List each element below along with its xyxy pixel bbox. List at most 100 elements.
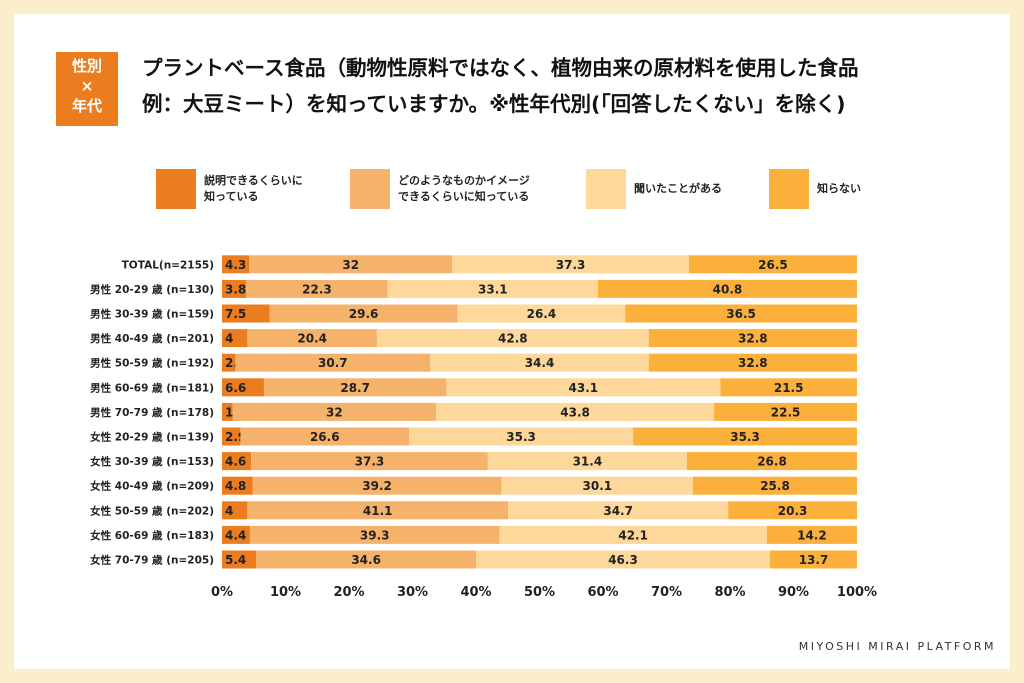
data-label: 4.3: [225, 258, 246, 272]
data-label: 30.1: [583, 479, 613, 493]
bar-segment: [457, 304, 626, 323]
data-label: 5.4: [225, 553, 246, 567]
category-label: 女性 50-59 歳 (n=202): [90, 504, 214, 517]
legend-label: 聞いたことがある: [634, 182, 722, 195]
bar-segment: [251, 452, 488, 471]
bar-segment: [222, 550, 257, 569]
category-label: 女性 60-69 歳 (n=183): [90, 529, 214, 542]
data-label: 4.4: [225, 528, 246, 542]
data-label: 33.1: [478, 282, 508, 296]
footer-brand: MIYOSHI MIRAI PLATFORM: [798, 640, 996, 653]
bar-segment: [247, 329, 377, 348]
category-label: 男性 40-49 歳 (n=201): [90, 332, 214, 345]
x-tick-label: 100%: [837, 585, 877, 600]
bar-segment: [633, 427, 857, 446]
bar-segment: [476, 550, 771, 569]
legend-item-heard-of: 聞いたことがある: [586, 168, 722, 210]
category-label: 男性 50-59 歳 (n=192): [90, 357, 214, 370]
x-tick-label: 30%: [397, 585, 428, 600]
category-label: 男性 70-79 歳 (n=178): [90, 406, 214, 419]
bar-segment: [222, 402, 233, 421]
category-label: 女性 30-39 歳 (n=153): [90, 455, 214, 468]
data-label: 4.6: [225, 455, 246, 469]
bar-segment: [232, 402, 436, 421]
chart-title: プラントベース食品（動物性原料ではなく、植物由来の原材料を使用した食品 例：大豆…: [142, 50, 1002, 122]
data-label: 6.6: [225, 381, 246, 395]
data-label: 35.3: [506, 430, 536, 444]
category-label: 女性 20-29 歳 (n=139): [90, 431, 214, 444]
data-label: 32: [326, 405, 343, 419]
bar-segment: [249, 255, 453, 274]
data-label: 43.8: [560, 405, 590, 419]
legend-item-imaginable: どのようなものかイメージ できるくらいに知っている: [350, 168, 530, 210]
bar-segment: [222, 525, 250, 544]
chart-title-line-1: プラントベース食品（動物性原料ではなく、植物由来の原材料を使用した食品: [142, 56, 859, 80]
data-label: 37.3: [355, 455, 385, 469]
bar-segment: [446, 378, 721, 397]
data-label: 41.1: [363, 504, 393, 518]
bar-segment: [249, 525, 500, 544]
category-label: 男性 30-39 歳 (n=159): [90, 308, 214, 321]
data-label: 36.5: [726, 307, 756, 321]
category-label: 女性 70-79 歳 (n=205): [90, 554, 214, 567]
bar-segment: [686, 452, 857, 471]
bar-segment: [222, 279, 247, 298]
data-label: 32: [342, 258, 359, 272]
bar-segment: [222, 378, 264, 397]
data-label: 46.3: [608, 553, 638, 567]
legend-item-unknown: 知らない: [769, 168, 861, 210]
data-label: 34.6: [351, 553, 381, 567]
legend-swatch: [350, 169, 390, 209]
legend-swatch: [156, 169, 196, 209]
bar-segment: [688, 255, 857, 274]
data-label: 13.7: [799, 553, 829, 567]
x-tick-label: 10%: [270, 585, 301, 600]
data-label: 42.1: [618, 528, 648, 542]
bar-segment: [222, 427, 241, 446]
bar-segment: [714, 402, 857, 421]
bar-segment: [648, 329, 857, 348]
data-label: 21.5: [774, 381, 804, 395]
category-label: 女性 40-49 歳 (n=209): [90, 480, 214, 493]
bar-segment: [222, 304, 270, 323]
bar-segment: [693, 476, 857, 495]
bar-segment: [720, 378, 857, 397]
data-label: 20.3: [778, 504, 808, 518]
data-label: 22.5: [771, 405, 801, 419]
bar-segment: [222, 255, 250, 274]
bar-segment: [247, 501, 509, 520]
bar-segment: [252, 476, 502, 495]
bar-segment: [222, 501, 248, 520]
bar-segment: [430, 353, 649, 372]
badge-line-3: 年代: [71, 97, 102, 115]
data-label: 26.8: [757, 455, 787, 469]
bar-segment: [256, 550, 476, 569]
bar-segment: [376, 329, 649, 348]
data-label: 3.8: [225, 282, 246, 296]
data-label: 20.4: [297, 332, 327, 346]
bar-segment: [246, 279, 388, 298]
bar-segment: [222, 329, 248, 348]
bar-segment: [452, 255, 689, 274]
data-label: 22.3: [302, 282, 332, 296]
category-label: 男性 60-69 歳 (n=181): [90, 381, 214, 394]
data-label: 43.1: [569, 381, 599, 395]
data-label: 42.8: [498, 332, 528, 346]
data-label: 37.3: [556, 258, 586, 272]
data-label: 7.5: [225, 307, 246, 321]
category-badge: 性別 × 年代: [56, 52, 118, 126]
bar-segment: [263, 378, 447, 397]
bar-segment: [508, 501, 729, 520]
data-label: 28.7: [340, 381, 370, 395]
data-label: 26.6: [310, 430, 340, 444]
bar-segment: [409, 427, 634, 446]
data-label: 25.8: [760, 479, 790, 493]
x-tick-label: 60%: [587, 585, 618, 600]
data-label: 40.8: [713, 282, 743, 296]
x-tick-label: 20%: [333, 585, 364, 600]
bar-segment: [487, 452, 687, 471]
data-label: 34.7: [603, 504, 633, 518]
x-tick-label: 40%: [460, 585, 491, 600]
bar-segment: [766, 525, 857, 544]
